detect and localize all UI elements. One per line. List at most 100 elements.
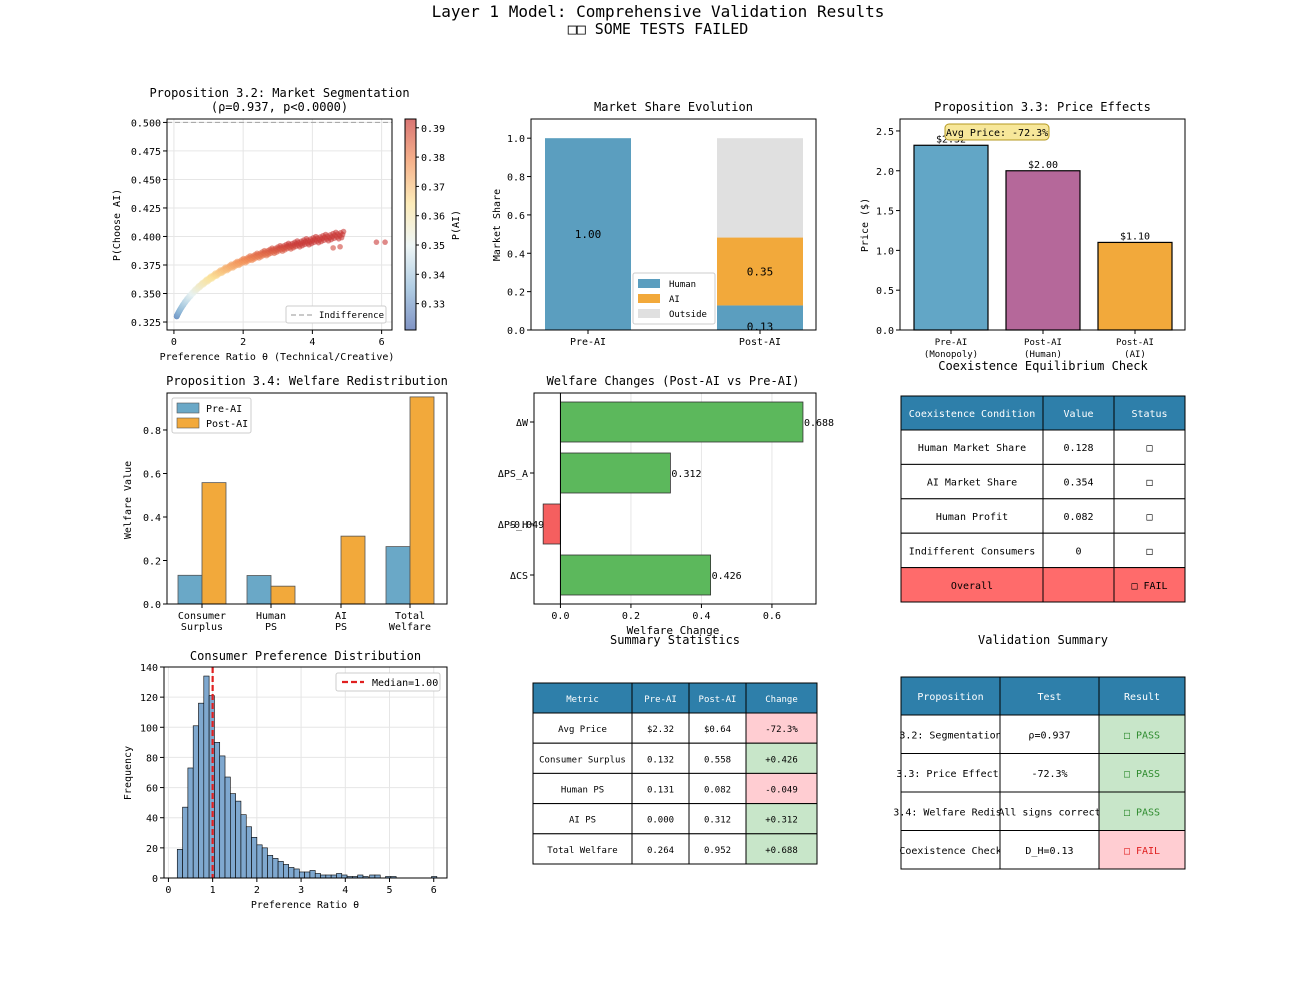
table-cell-text: +0.426	[765, 755, 798, 765]
y-axis-label: Market Share	[492, 189, 503, 261]
table-cell-text: 0.082	[1063, 512, 1093, 523]
table-header-cell: Proposition	[917, 692, 983, 703]
table-cell-text: Total Welfare	[547, 846, 617, 856]
table-cell	[688, 712, 747, 744]
x-tick-label: 0.4	[692, 611, 710, 622]
table-cell-text: $0.64	[704, 725, 731, 735]
y-tick-label: 2.5	[876, 127, 894, 138]
x-tick-label: 5	[387, 885, 393, 896]
legend-box	[285, 305, 387, 324]
table-cell-text: -72.3%	[1031, 769, 1067, 780]
legend-swatch	[638, 279, 660, 288]
x-tick-label: 1	[210, 885, 216, 896]
y-tick-label: 0.5	[876, 286, 894, 297]
histogram-bin	[230, 793, 236, 879]
histogram-bin	[245, 826, 252, 879]
table-cell	[1098, 830, 1186, 870]
table-cell	[900, 830, 1001, 870]
bar-value-label: $1.10	[1120, 231, 1150, 242]
colorbar-tick-label: 0.34	[421, 270, 445, 281]
table-cell	[745, 803, 818, 835]
histogram-bin	[251, 837, 258, 879]
table-cell	[745, 833, 818, 865]
histogram-bin	[219, 755, 226, 879]
histogram-bin	[288, 867, 295, 879]
welfare-bar	[385, 546, 411, 605]
stacked-bar-segment	[717, 138, 803, 238]
table-cell-text: □	[1146, 478, 1152, 489]
y-tick-label: 0.325	[131, 318, 161, 329]
table-header	[900, 676, 1186, 716]
annotation-box	[944, 123, 1050, 141]
x-tick-label: 0.6	[763, 611, 781, 622]
table-cell-text: 0.952	[704, 846, 731, 856]
y-tick-label: 0.2	[507, 288, 525, 299]
welfare-redistribution-chart: Proposition 3.4: Welfare Redistribution 0…	[123, 374, 448, 633]
welfare-change-bar	[560, 401, 804, 443]
table-cell-text: Consumer Surplus	[539, 755, 626, 765]
histogram-bin	[314, 873, 321, 879]
table-cell-text: 0.312	[704, 816, 731, 826]
x-tick-label: Post-AI (Human)	[1024, 338, 1062, 360]
colorbar	[404, 118, 417, 331]
x-tick-label: 2	[254, 885, 260, 896]
welfare-bar	[246, 575, 272, 605]
y-tick-label: ΔPS_H	[498, 520, 528, 531]
legend-label: Median=1.00	[372, 678, 438, 689]
table-cell-text: □ PASS	[1124, 769, 1160, 780]
histogram-bin	[267, 855, 274, 879]
legend-label: Indifference	[319, 311, 384, 321]
bar-value-label: 0.688	[804, 418, 834, 429]
chart-title: Consumer Preference Distribution	[190, 649, 421, 663]
y-tick-label: 120	[140, 693, 158, 704]
table-cell	[688, 833, 747, 865]
x-tick-label: 6	[379, 337, 385, 348]
y-tick-label: 140	[140, 663, 158, 674]
bar-value-label: 1.00	[575, 228, 602, 241]
y-tick-label: 0.425	[131, 204, 161, 215]
table-cell-text: 0.082	[704, 786, 731, 796]
page-title: Layer 1 Model: Comprehensive Validation …	[431, 2, 885, 21]
histogram-bin	[198, 702, 205, 879]
coexistence-table: Coexistence Equilibrium Check Coexistence…	[900, 359, 1186, 603]
scatter-point	[340, 228, 347, 235]
y-tick-label: 0.500	[131, 118, 161, 129]
welfare-bar	[201, 482, 227, 605]
table-cell	[1113, 463, 1186, 500]
x-tick-label: Pre-AI (Monopoly)	[924, 338, 978, 360]
table-cell-text: □	[1146, 512, 1152, 523]
table-cell-text: 0.558	[704, 755, 731, 765]
table-cell	[745, 712, 818, 744]
x-tick-label: Post-AI (AI)	[1116, 338, 1154, 360]
legend-label: Post-AI	[206, 419, 248, 430]
stacked-bar-segment	[717, 237, 803, 306]
histogram-bin	[299, 871, 305, 879]
table-cell	[1113, 567, 1186, 603]
table-header	[532, 682, 818, 714]
y-tick-label: 0.0	[507, 326, 525, 337]
page-subtitle: □□ SOME TESTS FAILED	[567, 20, 749, 38]
y-tick-label: 0	[152, 874, 158, 885]
welfare-bar	[340, 535, 366, 605]
x-tick-label: 2	[240, 337, 246, 348]
table-cell-text: Human PS	[561, 786, 604, 796]
colorbar-tick-label: 0.35	[421, 241, 445, 252]
chart-subtitle: (ρ=0.937, p<0.0000)	[211, 100, 348, 114]
table-header-cell: Value	[1063, 409, 1093, 420]
y-tick-label: 1.0	[507, 134, 525, 145]
x-axis-label: Preference Ratio θ (Technical/Creative)	[160, 352, 395, 363]
summary-table: Summary Statistics Metric Pre-AI Post-AI Cha…	[532, 633, 818, 865]
y-axis-label: Welfare Value	[123, 461, 134, 539]
y-tick-label: 0.6	[507, 211, 525, 222]
y-tick-label: 60	[146, 784, 158, 795]
histogram-bin	[214, 742, 221, 879]
price-effects-chart: Proposition 3.3: Price Effects 0.0 0.5 1.0 1…	[860, 100, 1186, 360]
y-tick-label: ΔPS_A	[498, 469, 528, 480]
x-tick-label: 4	[342, 885, 348, 896]
y-tick-label: 20	[146, 844, 158, 855]
table-cell	[688, 742, 747, 774]
table-cell	[999, 753, 1100, 793]
plot-frame	[163, 666, 448, 879]
legend-label: Pre-AI	[206, 404, 242, 415]
x-tick-label: Total Welfare	[389, 611, 431, 633]
